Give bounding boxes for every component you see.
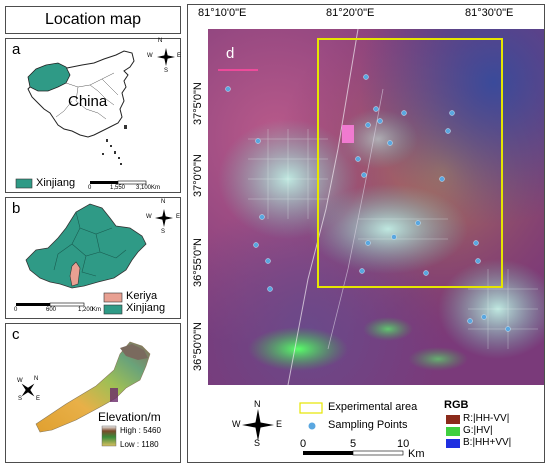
rgb-label-g: G:|HV| — [463, 425, 493, 436]
scale-unit: Km — [151, 185, 160, 191]
compass-e: E — [176, 214, 181, 220]
panel-d: 81°10'0"E 81°20'0"E 81°30'0"E 37°5'0"N 3… — [187, 4, 545, 463]
compass-w: W — [146, 214, 152, 220]
page-title: Location map — [44, 11, 142, 28]
legend-graphics — [242, 402, 460, 456]
compass-s: S — [254, 438, 261, 448]
compass-n: N — [34, 376, 39, 382]
scale-bar — [90, 180, 147, 185]
keriya-region — [69, 261, 81, 287]
panel-c: c N S W E Elevation/m — [5, 323, 181, 463]
rgb-swatch-g — [446, 427, 460, 436]
top-coord-2: 81°20'0"E — [326, 7, 375, 19]
compass-w: W — [147, 53, 153, 59]
left-coord-3: 36°55'0"N — [192, 238, 204, 287]
panel-d-letter: d — [226, 45, 235, 62]
legend-sampling-points: Sampling Points — [328, 419, 408, 431]
compass-icon — [155, 209, 173, 227]
panel-a: a N S W E China Xinjiang 0 1,550 3, — [5, 38, 181, 193]
scale-tick-2: 3,100 — [136, 185, 152, 191]
legend-xinjiang-label: Xinjiang — [36, 177, 76, 189]
scale-tick-1: 1,550 — [110, 185, 126, 191]
scale-unit: Km — [92, 307, 101, 313]
left-coord-4: 36°50'0"N — [192, 322, 204, 371]
dem-map — [21, 341, 151, 447]
compass-n: N — [161, 199, 166, 205]
compass-s: S — [18, 396, 23, 402]
legend-experimental-area: Experimental area — [328, 401, 418, 413]
experimental-area-box — [317, 38, 503, 288]
xinjiang-map — [16, 203, 173, 315]
sampling-point-swatch — [308, 422, 316, 430]
rgb-swatch-r — [446, 415, 460, 424]
rgb-label-b: B:|HH+VV| — [463, 437, 512, 448]
elevation-low: Low : 1180 — [120, 440, 159, 449]
legend-xinjiang-label: Xinjiang — [126, 302, 166, 314]
left-coord-1: 37°5'0"N — [192, 82, 204, 125]
legend-xinjiang-swatch — [15, 178, 33, 189]
rgb-label-r: R:|HH-VV| — [463, 413, 510, 424]
scale-bar — [16, 302, 85, 307]
panel-c-letter: c — [12, 326, 20, 343]
experimental-area-swatch — [299, 402, 323, 414]
sampling-points — [225, 74, 511, 332]
left-coord-2: 37°0'0"N — [192, 154, 204, 197]
scale-tick-1: 600 — [46, 307, 57, 313]
compass-icon — [21, 383, 35, 397]
compass-e: E — [177, 53, 182, 59]
top-coord-1: 81°10'0"E — [198, 7, 247, 19]
dem-shape — [35, 341, 151, 433]
scale-tick-0: 0 — [14, 307, 18, 313]
compass-e: E — [36, 396, 41, 402]
china-map — [15, 48, 175, 189]
scale-tick-0: 0 — [300, 438, 307, 450]
scale-tick-2: 10 — [397, 438, 410, 450]
legend-xinjiang-swatch — [103, 304, 123, 315]
compass-e: E — [276, 419, 283, 429]
elevation-high: High : 5460 — [120, 426, 161, 435]
scale-unit: Km — [408, 448, 425, 460]
scale-bar — [303, 450, 404, 456]
compass-w: W — [17, 378, 23, 384]
sar-image — [208, 29, 544, 385]
compass-w: W — [232, 419, 241, 429]
elevation-title: Elevation/m — [98, 410, 161, 424]
rgb-swatch-b — [446, 439, 460, 448]
elevation-colorbar — [101, 425, 117, 447]
compass-icon — [157, 48, 175, 66]
rgb-title: RGB — [444, 399, 469, 411]
legend-keriya-swatch — [103, 292, 123, 303]
compass-s: S — [161, 229, 166, 235]
panel-b-letter: b — [12, 200, 21, 217]
title-box: Location map — [5, 6, 181, 34]
compass-s: S — [164, 68, 169, 74]
top-coord-3: 81°30'0"E — [465, 7, 514, 19]
compass-n: N — [254, 399, 261, 409]
scale-tick-0: 0 — [88, 185, 92, 191]
panel-b: b N S W E Keriya Xinjiang 0 600 1,200 Km — [5, 197, 181, 319]
xinjiang-region — [27, 62, 71, 92]
compass-icon — [242, 409, 274, 441]
legend-keriya-label: Keriya — [126, 290, 158, 302]
scale-tick-1: 5 — [350, 438, 357, 450]
xinjiang-shape — [25, 203, 147, 289]
scale-tick-2: 1,200 — [78, 307, 94, 313]
country-label: China — [68, 93, 108, 110]
panel-a-letter: a — [12, 41, 21, 58]
compass-n: N — [158, 38, 163, 44]
